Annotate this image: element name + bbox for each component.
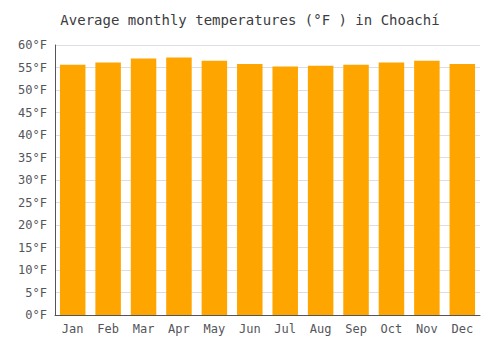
svg-text:60°F: 60°F: [18, 38, 47, 52]
svg-text:25°F: 25°F: [18, 196, 47, 210]
svg-text:Nov: Nov: [416, 322, 438, 336]
svg-text:Jul: Jul: [274, 322, 296, 336]
svg-text:Aug: Aug: [310, 322, 332, 336]
svg-text:Average monthly temperatures (: Average monthly temperatures (°F ) in Ch…: [60, 12, 439, 28]
svg-text:45°F: 45°F: [18, 106, 47, 120]
svg-text:Dec: Dec: [451, 322, 473, 336]
svg-text:30°F: 30°F: [18, 173, 47, 187]
svg-text:Oct: Oct: [381, 322, 403, 336]
svg-text:15°F: 15°F: [18, 241, 47, 255]
svg-text:50°F: 50°F: [18, 83, 47, 97]
svg-text:Apr: Apr: [168, 322, 190, 336]
svg-text:Jun: Jun: [239, 322, 261, 336]
svg-text:35°F: 35°F: [18, 151, 47, 165]
svg-text:Feb: Feb: [97, 322, 119, 336]
svg-text:0°F: 0°F: [25, 308, 47, 322]
svg-text:May: May: [204, 322, 226, 336]
svg-text:5°F: 5°F: [25, 286, 47, 300]
svg-text:55°F: 55°F: [18, 61, 47, 75]
svg-text:Mar: Mar: [133, 322, 155, 336]
svg-text:Jan: Jan: [62, 322, 84, 336]
svg-text:10°F: 10°F: [18, 263, 47, 277]
svg-text:20°F: 20°F: [18, 218, 47, 232]
svg-text:Sep: Sep: [345, 322, 367, 336]
svg-text:40°F: 40°F: [18, 128, 47, 142]
